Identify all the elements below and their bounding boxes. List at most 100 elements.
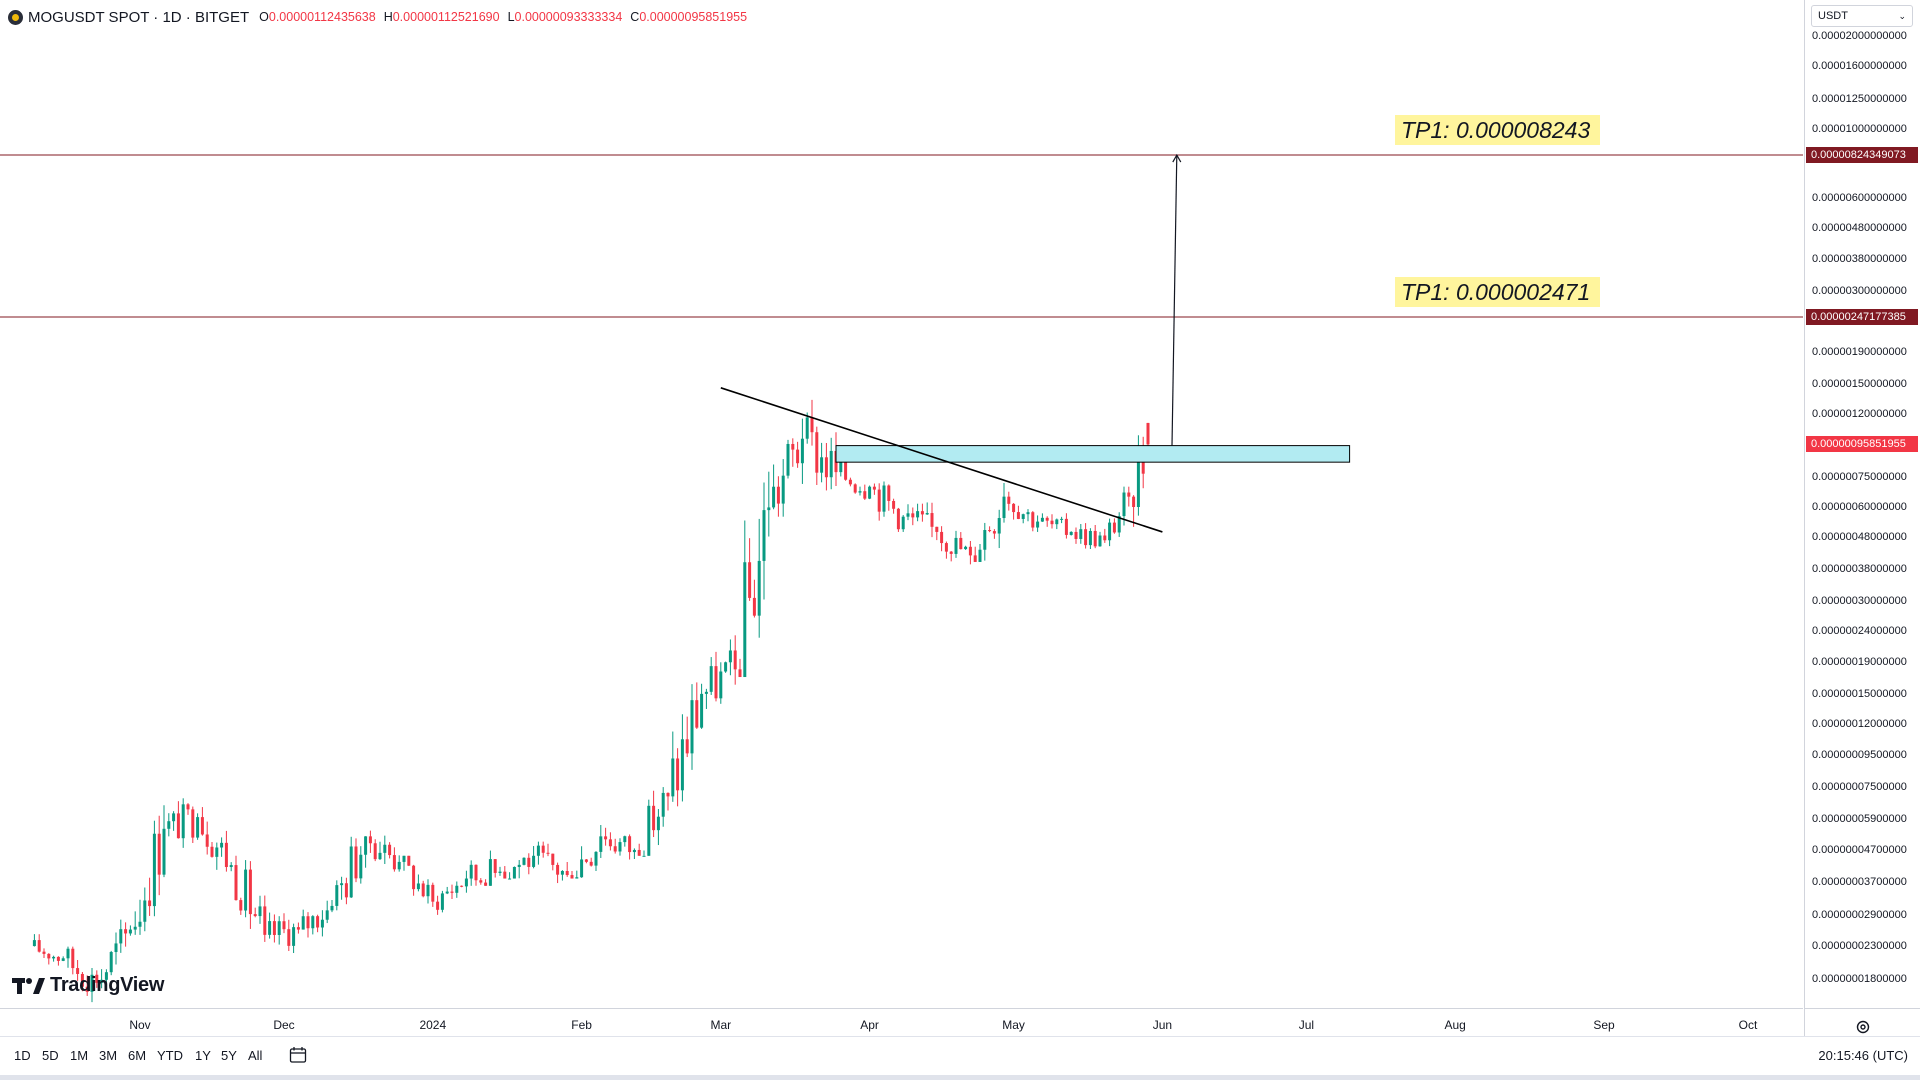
candle-down: [872, 486, 876, 490]
candle-down: [959, 537, 963, 550]
range-6m-button[interactable]: 6M: [128, 1048, 147, 1063]
candle-up: [52, 956, 56, 959]
candle-down: [815, 432, 819, 473]
candle-down: [1064, 518, 1068, 535]
candle-down: [210, 846, 214, 857]
tp-label-lower[interactable]: TP1: 0.000002471: [1395, 277, 1601, 308]
settings-gear-icon: [1856, 1020, 1870, 1034]
candle-up: [925, 513, 929, 515]
candle-down: [752, 597, 756, 616]
candle-down: [556, 864, 560, 875]
candle-up: [138, 921, 142, 927]
tp-label-upper[interactable]: TP1: 0.000008243: [1395, 115, 1601, 145]
candle-down: [844, 460, 848, 480]
candle-up: [1136, 455, 1140, 508]
candle-down: [368, 836, 372, 844]
candle-up: [978, 549, 982, 562]
candle-up: [901, 516, 905, 530]
candle-down: [1050, 520, 1054, 525]
chart-pane[interactable]: MOGUSDT SPOT · 1D · BITGET O0.0000011243…: [0, 0, 1803, 1008]
gear-icon[interactable]: [1804, 1008, 1920, 1045]
candle-down: [344, 883, 348, 898]
candle-down: [637, 849, 641, 856]
candle-down: [71, 948, 75, 969]
candle-down: [47, 953, 51, 959]
candle-up: [805, 417, 809, 439]
ohlc-high-value: 0.00000112521690: [392, 10, 500, 24]
candle-down: [896, 508, 900, 530]
candle-up: [868, 486, 872, 499]
candle-up: [1002, 496, 1006, 519]
candle-up: [800, 438, 804, 464]
candle-up: [704, 691, 708, 694]
time-label: Nov: [129, 1018, 151, 1032]
price-tick-label: 0.00001600000000: [1812, 59, 1907, 72]
bottom-toolbar: 1D 5D 1M 3M 6M YTD 1Y 5Y All 20:15:46 (U…: [0, 1036, 1920, 1075]
candle-up: [301, 916, 305, 930]
candle-up: [508, 878, 512, 880]
candle-up: [690, 700, 694, 754]
range-ytd-button[interactable]: YTD: [157, 1048, 183, 1063]
price-tick-label: 0.00001000000000: [1812, 123, 1907, 136]
candle-up: [1069, 531, 1073, 535]
candle-down: [460, 885, 464, 887]
candle-up: [632, 849, 636, 853]
candle-up: [983, 530, 987, 550]
currency-select[interactable]: USDT ⌄: [1811, 5, 1913, 27]
range-5d-button[interactable]: 5D: [42, 1048, 59, 1063]
candle-down: [354, 846, 358, 879]
candle-down: [1012, 503, 1016, 513]
candle-up: [1021, 514, 1025, 519]
range-1m-button[interactable]: 1M: [70, 1048, 89, 1063]
candle-up: [906, 513, 910, 517]
candle-up: [661, 792, 665, 817]
price-tick-label: 0.00000005900000: [1812, 813, 1907, 826]
candle-down: [541, 845, 545, 853]
price-scale[interactable]: USDT ⌄ 0.00002000000000 0.00001600000000 0…: [1804, 0, 1920, 1008]
symbol-title[interactable]: MOGUSDT SPOT · 1D · BITGET: [28, 8, 250, 26]
price-tag-0: 0.00000824349073: [1806, 147, 1918, 163]
candle-down: [200, 817, 204, 835]
candle-up: [402, 855, 406, 862]
candle-up: [1098, 535, 1102, 547]
time-axis[interactable]: Nov Dec 2024 Feb Mar Apr May Jun Jul Aug Sep Oct: [0, 1008, 1803, 1045]
range-1y-button[interactable]: 1Y: [195, 1048, 211, 1063]
candlestick-chart[interactable]: [0, 0, 1803, 1008]
candle-up: [215, 847, 219, 857]
candle-down: [973, 555, 977, 562]
range-3m-button[interactable]: 3M: [99, 1048, 118, 1063]
range-5y-button[interactable]: 5Y: [221, 1048, 237, 1063]
candle-down: [282, 921, 286, 930]
calendar-icon[interactable]: [289, 1046, 307, 1064]
tradingview-logo[interactable]: TradingView: [12, 974, 164, 997]
candle-down: [551, 853, 555, 865]
range-1d-button[interactable]: 1D: [14, 1048, 31, 1063]
candle-down: [810, 417, 814, 433]
candle-up: [464, 878, 468, 887]
price-tag-1: 0.00000247177385: [1806, 309, 1918, 325]
candle-up: [858, 491, 862, 493]
price-tick-label: 0.00000012000000: [1812, 717, 1907, 730]
range-all-button[interactable]: All: [248, 1048, 263, 1063]
candle-down: [287, 929, 291, 946]
candle-down: [892, 500, 896, 509]
candle-down: [306, 916, 310, 929]
candle-up: [277, 921, 281, 935]
candle-up: [743, 562, 747, 678]
candle-down: [503, 871, 507, 879]
utc-clock[interactable]: 20:15:46 (UTC): [1818, 1048, 1908, 1063]
candle-down: [824, 457, 828, 478]
candle-up: [728, 650, 732, 663]
candle-up: [762, 510, 766, 561]
time-label: Sep: [1593, 1018, 1615, 1032]
price-tick-label: 0.00000038000000: [1812, 562, 1907, 575]
candle-up: [268, 921, 272, 935]
candle-up: [325, 910, 329, 920]
candle-down: [930, 513, 934, 527]
candle-down: [1132, 496, 1136, 508]
candle-down: [968, 546, 972, 556]
ohlc-close-key: C: [630, 10, 640, 24]
candle-down: [95, 974, 99, 983]
ohlc-low-key: L: [507, 10, 515, 24]
candle-up: [143, 900, 147, 922]
